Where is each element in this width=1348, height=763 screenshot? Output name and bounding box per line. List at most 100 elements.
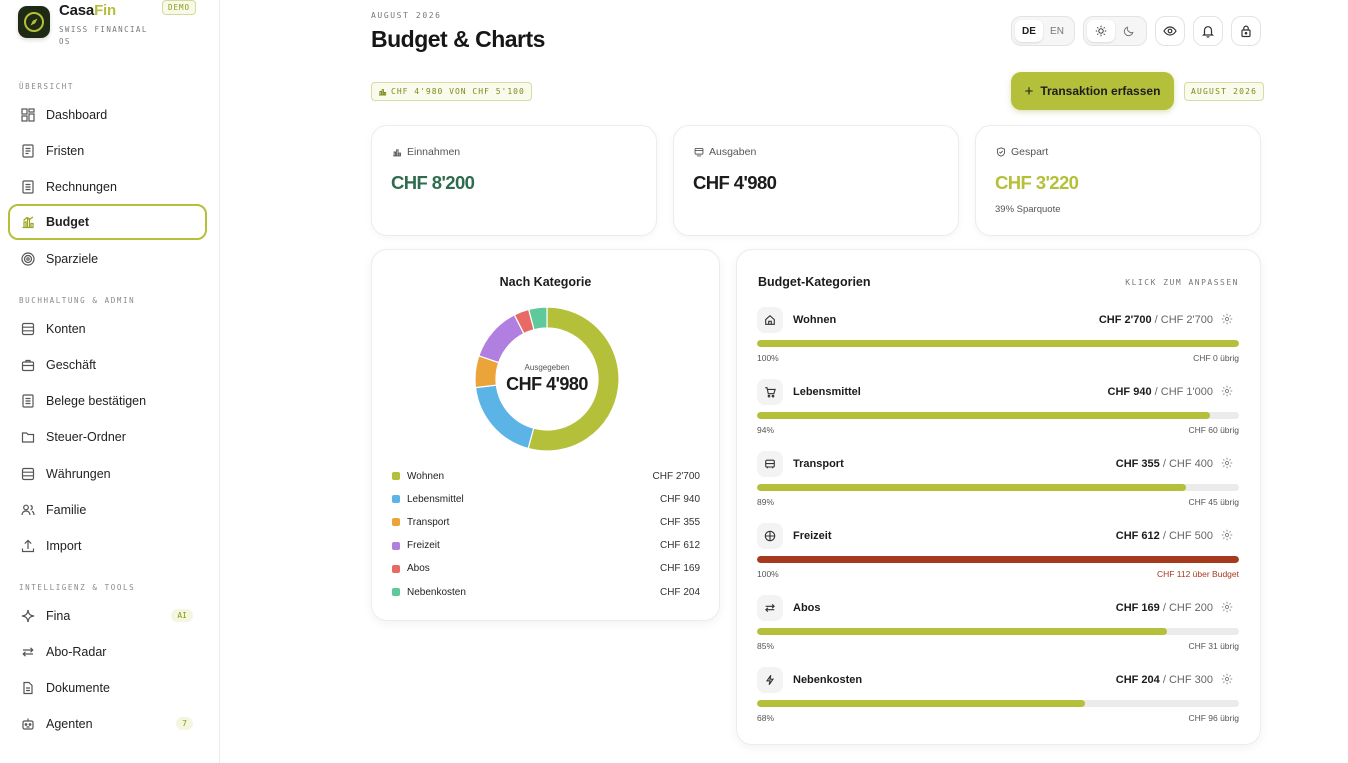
budget-summary-chip: CHF 4'980 VON CHF 5'100 (371, 82, 532, 101)
category-remaining: CHF 96 übrig (1188, 713, 1239, 723)
category-remaining: CHF 31 übrig (1188, 641, 1239, 651)
page-title: Budget & Charts (371, 26, 545, 52)
briefcase-icon (20, 357, 36, 373)
stat-label: Einnahmen (392, 146, 460, 158)
bolt-icon (757, 667, 783, 693)
category-amount: CHF 2'700 / CHF 2'700 (1098, 314, 1213, 326)
sidebar-item-label: Abo-Radar (46, 645, 107, 659)
category-remaining: CHF 0 übrig (1193, 353, 1239, 363)
language-switch: DE EN (1011, 16, 1075, 46)
settings-icon[interactable] (1221, 672, 1235, 686)
sidebar-item-abo-radar[interactable]: Abo-Radar (8, 634, 207, 670)
budget-category-abos[interactable]: Abos CHF 169 / CHF 200 85% CHF 31 übrig (757, 595, 1239, 657)
currency-icon (20, 466, 36, 482)
sidebar-item-steuer-ordner[interactable]: Steuer-Ordner (8, 419, 207, 455)
sidebar-item-dokumente[interactable]: Dokumente (8, 670, 207, 706)
budget-category-transport[interactable]: Transport CHF 355 / CHF 400 89% CHF 45 übri… (757, 451, 1239, 513)
ai-badge: AI (171, 609, 193, 622)
category-percent: 100% (757, 569, 779, 579)
sidebar-item-rechnungen[interactable]: Rechnungen (8, 169, 207, 205)
settings-icon[interactable] (1221, 312, 1235, 326)
stat-value-gespart: CHF 3'220 (995, 172, 1079, 193)
bell-icon[interactable] (1193, 16, 1223, 46)
upload-icon (20, 538, 36, 554)
sidebar-item-geschaeft[interactable]: Geschäft (8, 347, 207, 383)
lock-icon[interactable] (1231, 16, 1261, 46)
stat-label: Ausgaben (694, 146, 756, 158)
stat-value-einnahmen: CHF 8'200 (391, 172, 475, 193)
legend-value: CHF 2'700 (652, 470, 701, 482)
add-transaction-button[interactable]: + Transaktion erfassen (1011, 72, 1174, 110)
budget-category-nebenkosten[interactable]: Nebenkosten CHF 204 / CHF 300 68% CHF 96 üb… (757, 667, 1239, 729)
budget-progress-bar (757, 340, 1239, 347)
compass-logo-icon (18, 6, 50, 38)
category-amount: CHF 612 / CHF 500 (1115, 530, 1213, 542)
budget-progress-fill (757, 556, 1239, 563)
budget-category-lebensmittel[interactable]: Lebensmittel CHF 940 / CHF 1'000 94% CHF 60… (757, 379, 1239, 441)
eye-icon[interactable] (1155, 16, 1185, 46)
legend-label: Wohnen (407, 470, 445, 482)
moon-icon[interactable] (1115, 20, 1143, 42)
budget-category-freizeit[interactable]: Freizeit CHF 612 / CHF 500 100% CHF 112 übe… (757, 523, 1239, 585)
sidebar-item-fina[interactable]: Fina AI (8, 598, 207, 634)
sidebar-item-fristen[interactable]: Fristen (8, 133, 207, 169)
legend-item: Lebensmittel CHF 940 (392, 492, 700, 506)
category-percent: 68% (757, 713, 775, 723)
sidebar-item-dashboard[interactable]: Dashboard (8, 97, 207, 133)
settings-icon[interactable] (1221, 456, 1235, 470)
legend-swatch (392, 541, 400, 550)
sidebar-item-agenten[interactable]: Agenten 7 (8, 706, 207, 742)
legend-swatch (392, 518, 400, 527)
budget-progress-fill (757, 628, 1167, 635)
legend-swatch (392, 495, 400, 504)
budget-icon (378, 89, 387, 96)
budget-progress-bar (757, 700, 1239, 707)
sidebar-item-import[interactable]: Import (8, 528, 207, 564)
sidebar-item-waehrungen[interactable]: Währungen (8, 456, 207, 492)
budget-categories-title: Budget-Kategorien (758, 275, 871, 289)
legend-label: Transport (407, 516, 450, 528)
expense-icon (694, 147, 704, 157)
sidebar-item-belege[interactable]: Belege bestätigen (8, 383, 207, 419)
sidebar-item-konten[interactable]: Konten (8, 311, 207, 347)
repeat-icon (757, 595, 783, 621)
budget-categories-panel: Budget-Kategorien KLICK ZUM ANPASSEN Woh… (736, 249, 1261, 745)
demo-badge: DEMO (162, 0, 197, 15)
main-content: AUGUST 2026 Budget & Charts DE EN CHF 4'… (220, 0, 1348, 763)
category-amount: CHF 355 / CHF 400 (1115, 458, 1213, 470)
legend-label: Nebenkosten (407, 586, 466, 598)
category-amount: CHF 204 / CHF 300 (1115, 674, 1213, 686)
budget-progress-bar (757, 412, 1239, 419)
sparkle-icon (20, 608, 36, 624)
income-icon (393, 149, 402, 157)
settings-icon[interactable] (1221, 384, 1235, 398)
sidebar-item-familie[interactable]: Familie (8, 492, 207, 528)
section-title-buchhaltung: BUCHHALTUNG & ADMIN (19, 296, 136, 305)
sidebar-item-label: Dashboard (46, 108, 108, 122)
section-title-uebersicht: ÜBERSICHT (19, 82, 75, 91)
ball-icon (757, 523, 783, 549)
brand[interactable]: CasaFin SWISS FINANCIAL OS DEMO (18, 0, 208, 52)
settings-icon[interactable] (1221, 600, 1235, 614)
sidebar-item-label: Dokumente (46, 681, 110, 695)
sidebar-item-label: Belege bestätigen (46, 394, 147, 408)
page-overline: AUGUST 2026 (371, 11, 442, 20)
stat-label: Gespart (996, 146, 1048, 158)
donut-slice-nebenkosten[interactable] (527, 306, 548, 331)
category-remaining: CHF 60 übrig (1188, 425, 1239, 435)
calendar-list-icon (20, 143, 36, 159)
donut-slice-wohnen[interactable] (527, 306, 620, 452)
brand-subtitle: SWISS FINANCIAL OS (59, 25, 148, 46)
sun-icon[interactable] (1087, 20, 1115, 42)
sidebar-item-budget[interactable]: Budget (8, 204, 207, 240)
month-selector[interactable]: AUGUST 2026 (1184, 82, 1265, 101)
lang-de-button[interactable]: DE (1015, 20, 1043, 42)
sidebar-item-label: Steuer-Ordner (46, 430, 126, 444)
legend-item: Nebenkosten CHF 204 (392, 585, 700, 599)
donut-slice-freizeit[interactable] (478, 314, 525, 364)
category-percent: 85% (757, 641, 775, 651)
sidebar-item-sparziele[interactable]: Sparziele (8, 241, 207, 277)
lang-en-button[interactable]: EN (1050, 25, 1064, 37)
settings-icon[interactable] (1221, 528, 1235, 542)
budget-category-wohnen[interactable]: Wohnen CHF 2'700 / CHF 2'700 100% CHF 0 übr… (757, 307, 1239, 369)
